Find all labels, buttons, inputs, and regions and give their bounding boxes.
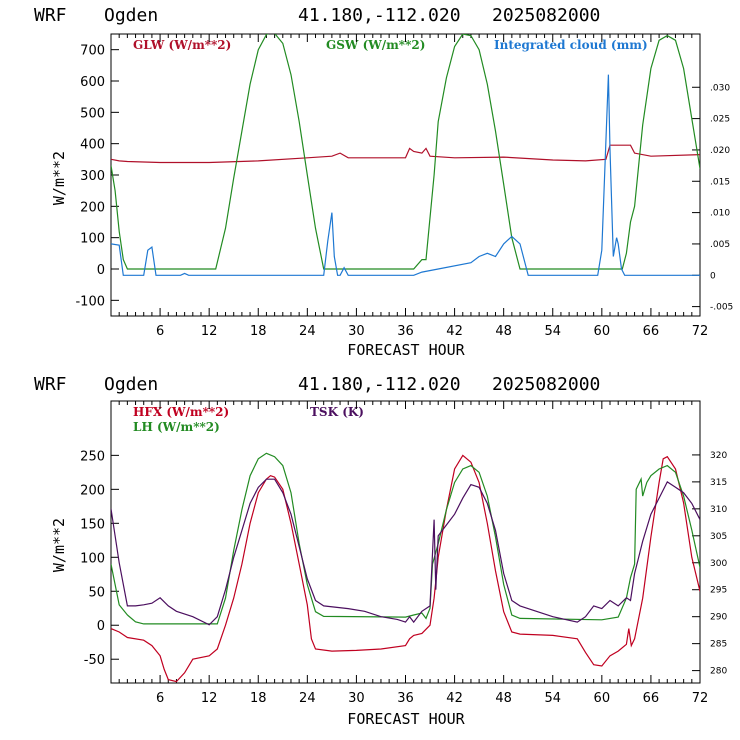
x-tick-label: 66 [643,691,660,706]
series-line-integrated [111,74,700,276]
y2-tick-label: 315 [710,478,727,488]
coords-label: 41.180,-112.020 [298,374,461,395]
x-tick-label: 18 [250,691,267,706]
x-tick-label: 36 [397,324,414,339]
panel2-xlabel: FORECAST HOUR [347,710,465,728]
y-tick-label: -50 [84,653,105,668]
y-tick-label: 600 [80,75,105,90]
site-label: Ogden [104,374,158,395]
y-tick-label: 200 [80,200,105,215]
x-tick-label: 24 [299,691,316,706]
x-tick-label: 72 [692,691,709,706]
x-tick-label: 30 [348,324,365,339]
series-line-hfx [111,454,700,683]
y2-tick-label: 0 [710,271,716,281]
series-line-gsw [111,34,700,270]
run-label: 2025082000 [492,374,600,395]
panel2-ylabel: W/m**2 [50,518,68,572]
x-tick-label: 54 [544,324,561,339]
x-tick-label: 42 [446,324,463,339]
x-tick-label: 42 [446,691,463,706]
y-tick-label: 200 [80,483,105,498]
series-line-glw [111,144,700,164]
y2-tick-label: .010 [710,209,730,219]
site-label: Ogden [104,5,158,26]
x-tick-label: 24 [299,324,316,339]
y2-tick-label: .025 [710,115,730,125]
x-tick-label: 54 [544,691,561,706]
series-line-tsk [111,478,700,626]
y2-tick-label: .020 [710,146,730,156]
y-tick-label: 400 [80,138,105,153]
y2-tick-label: .030 [710,83,730,93]
legend-tsk: TSK (K) [310,405,364,419]
y2-tick-label: 320 [710,451,727,461]
y2-tick-label: 300 [710,559,727,569]
x-tick-label: 30 [348,691,365,706]
y-tick-label: 700 [80,44,105,59]
x-tick-label: 72 [692,324,709,339]
x-tick-label: 12 [201,691,218,706]
legend-hfx: HFX (W/m**2) [133,405,229,419]
legend-glw: GLW (W/m**2) [133,38,231,52]
model-label: WRF [34,5,67,26]
x-tick-label: 36 [397,691,414,706]
y-tick-label: 0 [97,619,105,634]
panel1-xlabel: FORECAST HOUR [347,341,465,359]
x-tick-label: 6 [156,691,164,706]
y2-tick-label: 295 [710,586,727,596]
panel2-plot: 6 12 18 24 30 36 42 48 54 60 66 72 -50 0 50 100 150 200 25… [80,401,727,706]
y2-tick-label: 285 [710,640,727,650]
run-label: 2025082000 [492,5,600,26]
legend-gsw: GSW (W/m**2) [326,38,425,52]
coords-label: 41.180,-112.020 [298,5,461,26]
y-tick-label: 100 [80,232,105,247]
panel1-ylabel: W/m**2 [50,151,68,205]
y-tick-label: 250 [80,449,105,464]
y2-tick-label: .015 [710,177,730,187]
y2-tick-label: 305 [710,532,727,542]
y-tick-label: 50 [88,585,105,600]
x-tick-label: 60 [594,324,611,339]
y-tick-label: 500 [80,106,105,121]
x-tick-label: 12 [201,324,218,339]
y2-tick-label: 290 [710,613,727,623]
y-tick-label: 0 [97,263,105,278]
panel1-plot: 6 12 18 24 30 36 42 48 54 60 66 72 -100 0 100 200 300 400… [75,34,733,339]
x-tick-label: 6 [156,324,164,339]
y-tick-label: -100 [75,294,105,309]
panel1-frame [110,33,701,317]
y2-tick-label: 280 [710,667,727,677]
x-tick-label: 48 [495,691,512,706]
y-tick-label: 100 [80,551,105,566]
y-tick-label: 300 [80,169,105,184]
legend-cloud: Integrated cloud (mm) [494,38,648,52]
x-tick-label: 48 [495,324,512,339]
y-tick-label: 150 [80,517,105,532]
x-tick-label: 60 [594,691,611,706]
x-tick-label: 18 [250,324,267,339]
panel2-frame [110,400,701,684]
x-tick-label: 66 [643,324,660,339]
legend-lh: LH (W/m**2) [133,420,220,434]
y2-tick-label: .005 [710,240,730,250]
y2-tick-label: 310 [710,505,727,515]
series-line-lh [111,452,700,625]
model-label: WRF [34,374,67,395]
y2-tick-label: -.005 [710,303,733,313]
